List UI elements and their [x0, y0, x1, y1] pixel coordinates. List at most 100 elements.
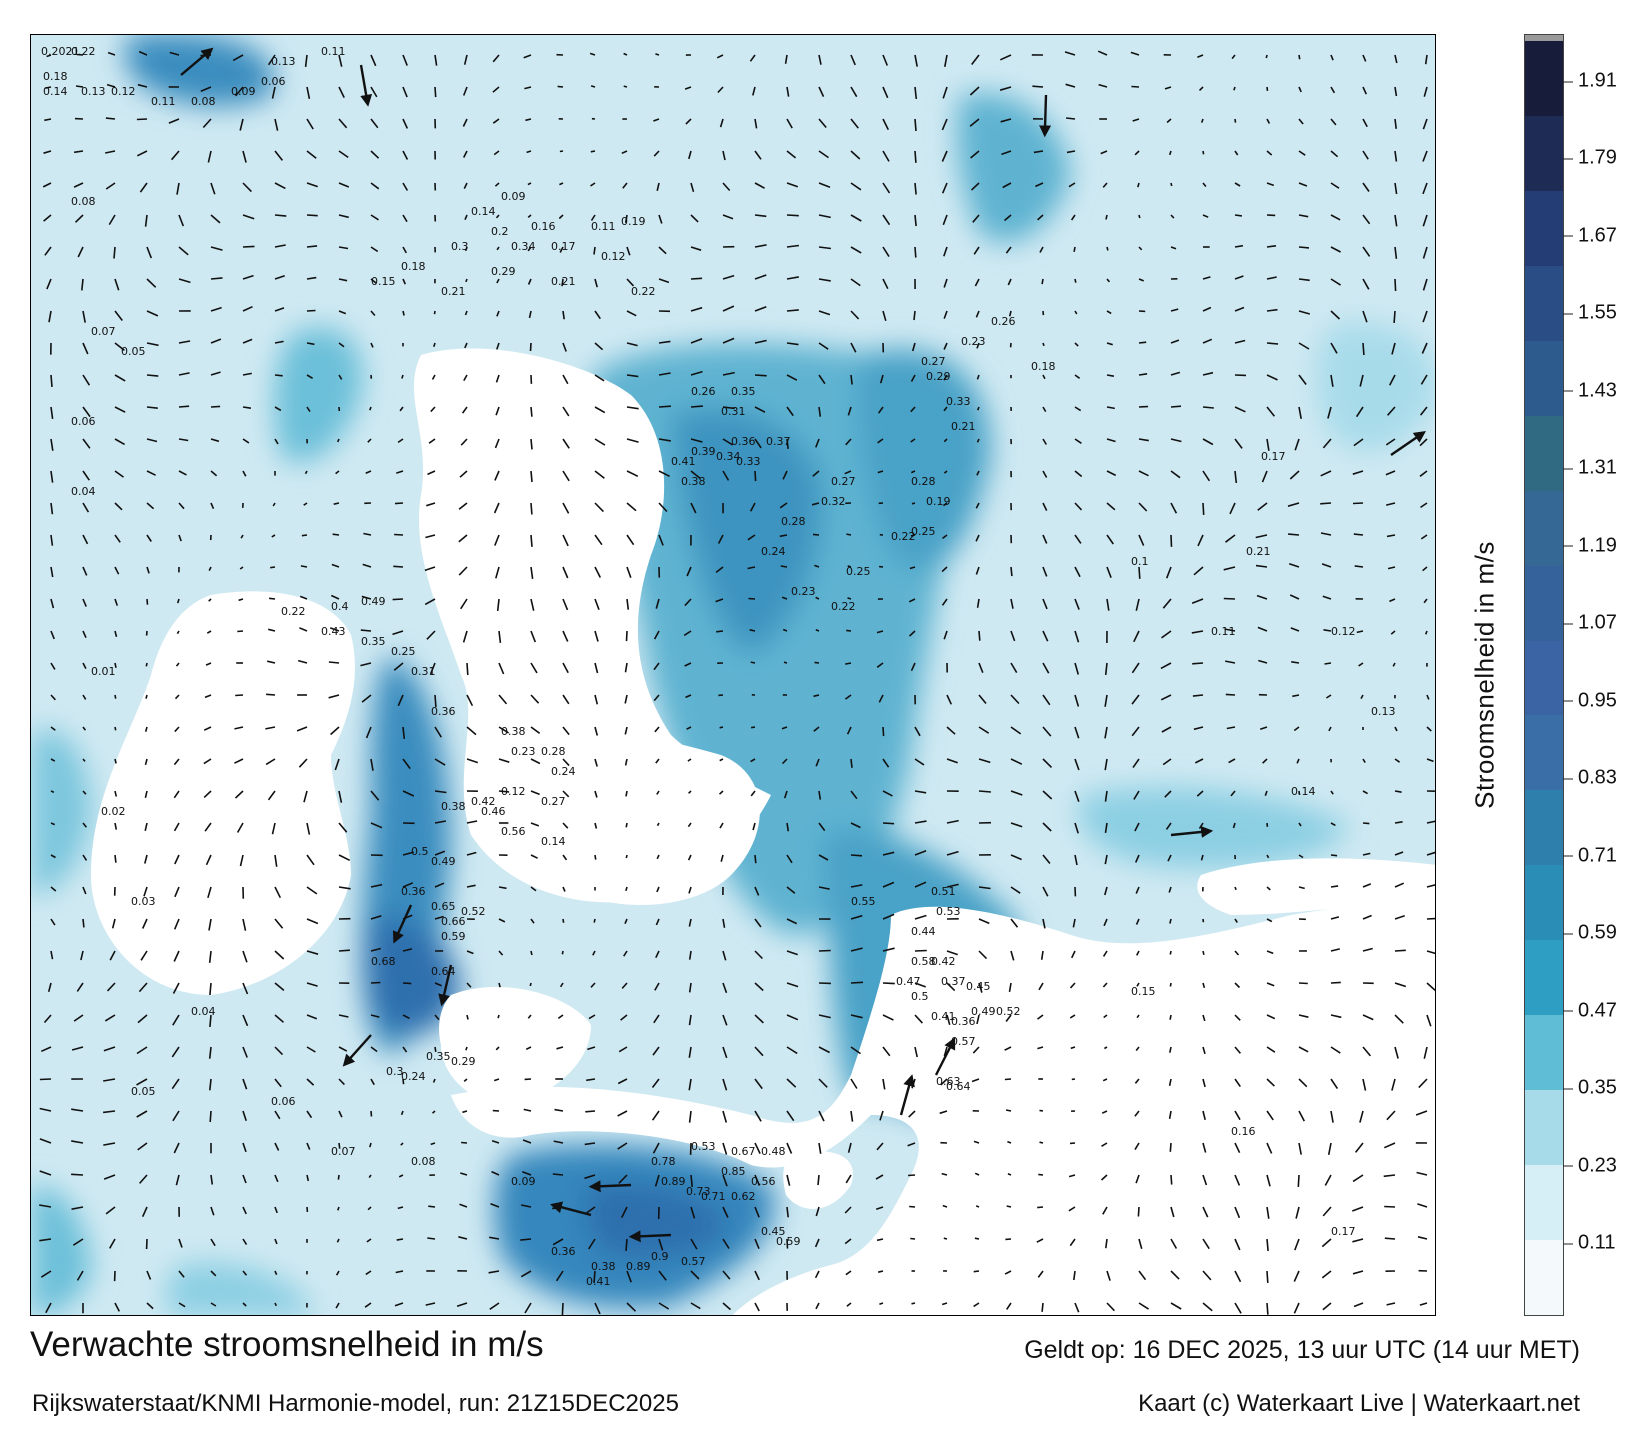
- current-arrow: [1042, 662, 1050, 674]
- current-arrow: [1042, 502, 1048, 511]
- current-arrow: [1289, 470, 1300, 480]
- current-arrow: [722, 1174, 728, 1187]
- speed-value-label: 0.12: [1331, 625, 1356, 638]
- current-arrow: [434, 54, 438, 66]
- current-arrow: [1330, 1046, 1341, 1054]
- current-arrow: [73, 150, 84, 154]
- current-arrow: [914, 54, 918, 67]
- current-arrow: [1330, 822, 1336, 827]
- current-arrow: [367, 1206, 372, 1211]
- current-arrow: [303, 790, 308, 803]
- current-arrow: [1168, 150, 1172, 156]
- current-arrow: [1138, 1302, 1150, 1310]
- colorbar-tick-label: 1.07: [1563, 611, 1617, 634]
- current-arrow: [76, 1270, 84, 1281]
- current-arrow: [106, 982, 116, 992]
- current-arrow: [402, 1078, 405, 1085]
- current-arrow: [1298, 374, 1307, 385]
- current-arrow: [814, 661, 820, 664]
- current-arrow: [498, 918, 506, 923]
- current-arrow: [882, 947, 895, 952]
- current-arrow: [1362, 822, 1370, 825]
- current-arrow: [1266, 342, 1279, 345]
- current-arrow: [433, 310, 436, 315]
- current-arrow: [496, 342, 500, 350]
- current-arrow: [45, 86, 52, 89]
- current-arrow: [274, 1142, 280, 1151]
- current-arrow: [306, 342, 315, 346]
- current-arrow: [370, 278, 377, 285]
- current-arrow: [722, 438, 734, 446]
- current-arrow: [1202, 1302, 1213, 1312]
- current-arrow: [1136, 982, 1140, 987]
- current-arrow: [274, 1238, 278, 1245]
- strong-current-arrow: [180, 47, 214, 76]
- speed-value-label: 0.25: [391, 645, 416, 658]
- current-arrow: [114, 630, 118, 638]
- current-arrow: [1354, 565, 1364, 568]
- speed-value-label: 0.25: [846, 565, 871, 578]
- current-arrow: [370, 915, 382, 920]
- current-arrow: [50, 470, 54, 483]
- current-arrow: [463, 182, 468, 189]
- current-arrow: [690, 1302, 701, 1310]
- current-arrow: [488, 1270, 500, 1274]
- current-arrow: [464, 342, 468, 349]
- current-arrow: [749, 54, 756, 62]
- current-arrow: [685, 118, 692, 125]
- speed-value-label: 0.17: [551, 240, 576, 253]
- speed-value-label: 0.08: [71, 195, 96, 208]
- current-arrow: [463, 374, 468, 381]
- current-arrow: [1202, 338, 1213, 344]
- current-arrow: [882, 1078, 886, 1090]
- speed-value-label: 0.45: [761, 1225, 786, 1238]
- current-arrow: [658, 438, 671, 442]
- speed-value-label: 0.33: [736, 455, 761, 468]
- speed-value-label: 0.18: [43, 70, 68, 83]
- colorbar-segment: [1525, 340, 1563, 417]
- current-arrow: [594, 694, 599, 705]
- current-arrow: [999, 86, 1012, 91]
- strong-current-arrow: [899, 1074, 915, 1116]
- current-arrow: [844, 1206, 852, 1214]
- current-arrow: [174, 854, 180, 865]
- current-arrow: [907, 1142, 916, 1147]
- current-arrow: [722, 950, 727, 961]
- current-arrow: [1266, 1014, 1276, 1020]
- current-arrow: [491, 1170, 500, 1176]
- current-arrow: [1104, 726, 1108, 739]
- current-arrow: [396, 1238, 404, 1241]
- current-arrow: [626, 470, 639, 478]
- current-arrow: [362, 563, 372, 568]
- current-arrow: [114, 278, 120, 291]
- current-arrow: [1038, 1173, 1044, 1176]
- current-arrow: [146, 246, 153, 259]
- current-arrow: [1074, 790, 1080, 802]
- current-arrow: [402, 182, 409, 191]
- current-arrow: [594, 406, 606, 414]
- current-arrow: [1042, 630, 1049, 642]
- current-arrow: [786, 438, 789, 449]
- current-arrow: [978, 950, 988, 960]
- current-arrow: [1426, 694, 1430, 700]
- current-arrow: [76, 53, 84, 56]
- current-arrow: [687, 822, 692, 828]
- current-arrow: [1298, 822, 1302, 827]
- current-arrow: [498, 982, 501, 988]
- current-arrow: [1106, 598, 1110, 611]
- current-arrow: [428, 438, 436, 444]
- speed-value-label: 0.15: [371, 275, 396, 288]
- current-arrow: [715, 598, 724, 603]
- current-arrow: [114, 470, 124, 478]
- current-arrow: [105, 1206, 116, 1215]
- current-arrow: [427, 1237, 436, 1240]
- current-arrow: [39, 1078, 52, 1081]
- current-arrow: [274, 950, 285, 960]
- current-arrow: [1323, 629, 1332, 632]
- current-arrow: [168, 118, 180, 124]
- speed-value-label: 0.57: [681, 1255, 706, 1268]
- current-arrow: [178, 1302, 186, 1308]
- current-arrow: [882, 310, 887, 322]
- colorbar-segment: [1525, 1015, 1563, 1092]
